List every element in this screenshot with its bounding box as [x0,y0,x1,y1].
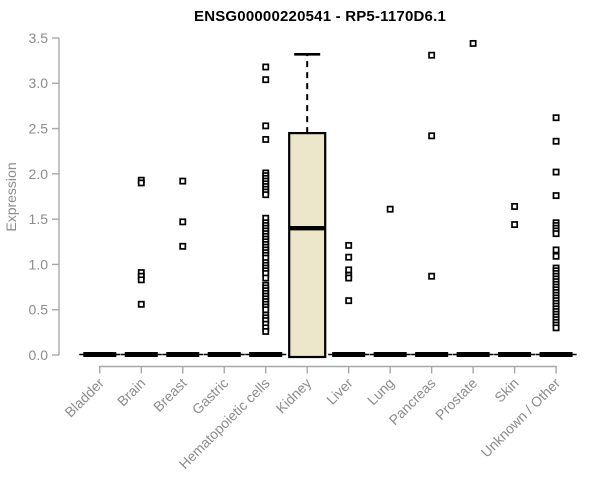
data-point [179,177,187,185]
zero-box-bar [166,352,200,357]
data-point [345,253,353,261]
data-point [262,63,270,71]
data-point [386,205,394,213]
data-point [552,246,560,254]
data-point [552,324,560,332]
x-category-label: Bladder [61,375,107,421]
y-tick-label: 0.0 [29,347,49,363]
data-point [262,306,270,314]
zero-box-bar [207,352,241,357]
zero-box-bar [332,352,366,357]
y-tick-label: 0.5 [29,302,49,318]
y-tick-label: 1.0 [29,256,49,272]
zero-box-bar [124,352,158,357]
x-category-label: Liver [323,375,356,408]
data-point [262,274,270,282]
zero-box-bar [373,352,407,357]
data-point [262,122,270,130]
chart-title: ENSG00000220541 - RP5-1170D6.1 [193,8,446,25]
data-point [511,203,519,210]
x-category-label: Lung [364,375,397,408]
zero-box-bar [498,352,532,357]
data-point [262,135,270,143]
data-point [262,328,270,335]
x-category-label: Brain [114,375,148,409]
data-point [262,76,270,84]
y-tick-label: 3.5 [29,30,49,46]
zero-box-bar [83,352,117,357]
x-category-label: Kidney [273,375,315,417]
data-point [345,274,353,282]
data-point [137,276,145,284]
y-tick-label: 3.0 [29,75,49,91]
data-point [179,242,187,250]
median-line [289,226,326,231]
zero-box-bar [415,352,449,357]
data-point [552,230,560,238]
zero-box-bar [539,352,573,357]
x-category-label: Skin [491,375,522,406]
data-point [262,191,270,199]
box [288,132,327,359]
data-point [428,132,436,140]
y-tick-label: 2.0 [29,166,49,182]
data-point [469,39,477,47]
data-point [552,168,560,176]
data-point [137,179,145,187]
y-tick-label: 2.5 [29,120,49,136]
x-category-label: Breast [150,375,190,415]
x-category-label: Unknown / Other [478,375,564,461]
x-category-label: Prostate [432,375,480,423]
data-point [428,272,436,280]
data-point [179,218,187,226]
data-point [345,241,353,249]
data-point [137,300,145,308]
data-point [552,252,560,260]
zero-box-bar [249,352,283,357]
data-point [552,137,560,145]
data-point [511,221,519,229]
zero-box-bar [456,352,490,357]
data-point [552,192,560,200]
data-point [345,266,353,274]
data-point [552,114,560,122]
y-tick-label: 1.5 [29,211,49,227]
data-point [345,297,353,305]
data-point [428,51,436,59]
